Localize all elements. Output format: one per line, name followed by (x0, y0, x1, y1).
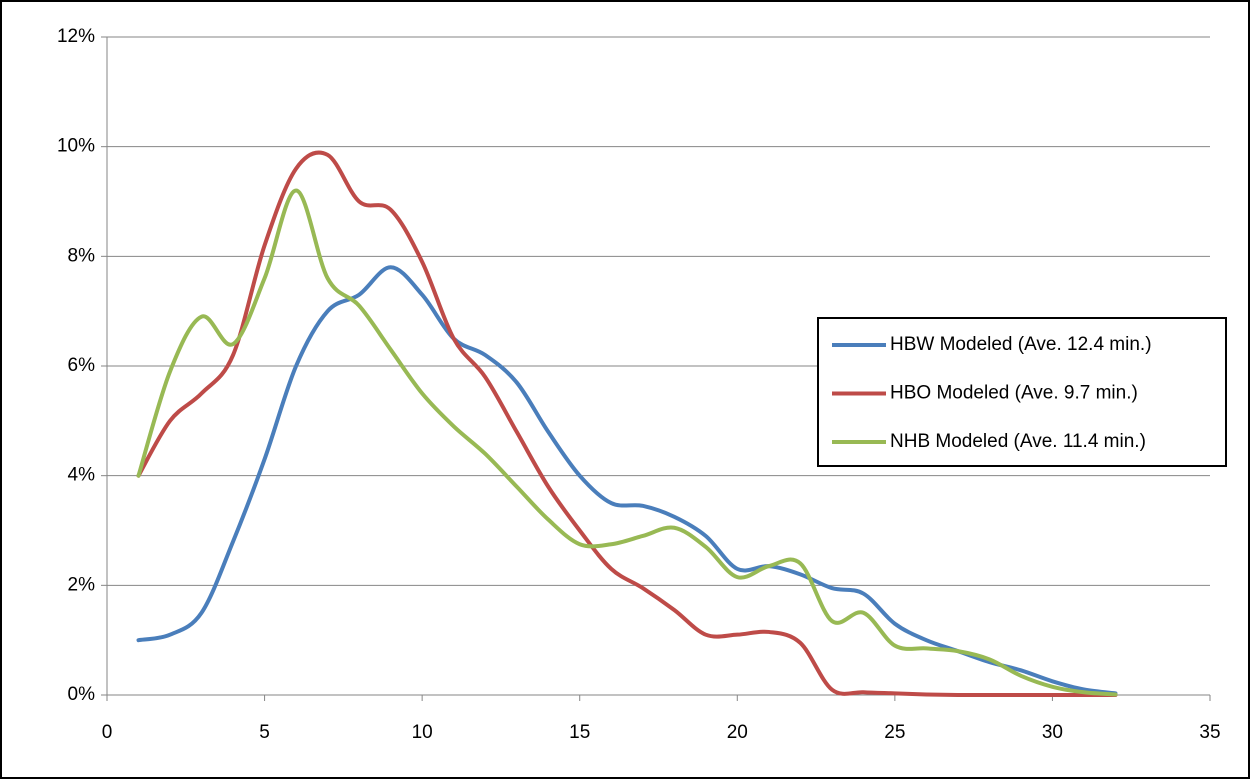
x-tick-label: 20 (727, 722, 748, 743)
series-line (136, 150, 1118, 698)
y-tick-label: 8% (68, 245, 96, 266)
y-tick-label: 6% (68, 355, 96, 376)
y-tick-label: 0% (68, 684, 96, 705)
y-tick-label: 2% (68, 574, 96, 595)
x-tick-label: 30 (1042, 722, 1063, 743)
legend-label: HBO Modeled (Ave. 9.7 min.) (890, 383, 1138, 404)
legend-label: NHB Modeled (Ave. 11.4 min.) (890, 431, 1146, 452)
x-tick-label: 15 (569, 722, 590, 743)
x-tick-label: 35 (1199, 722, 1220, 743)
legend-label: HBW Modeled (Ave. 12.4 min.) (890, 334, 1152, 355)
series-line (136, 188, 1118, 697)
x-tick-label: 0 (102, 722, 113, 743)
x-tick-label: 25 (884, 722, 905, 743)
x-tick-label: 5 (259, 722, 270, 743)
y-tick-label: 4% (68, 465, 96, 486)
x-tick-label: 10 (412, 722, 433, 743)
y-tick-label: 10% (57, 136, 95, 157)
y-tick-label: 12% (57, 26, 95, 47)
